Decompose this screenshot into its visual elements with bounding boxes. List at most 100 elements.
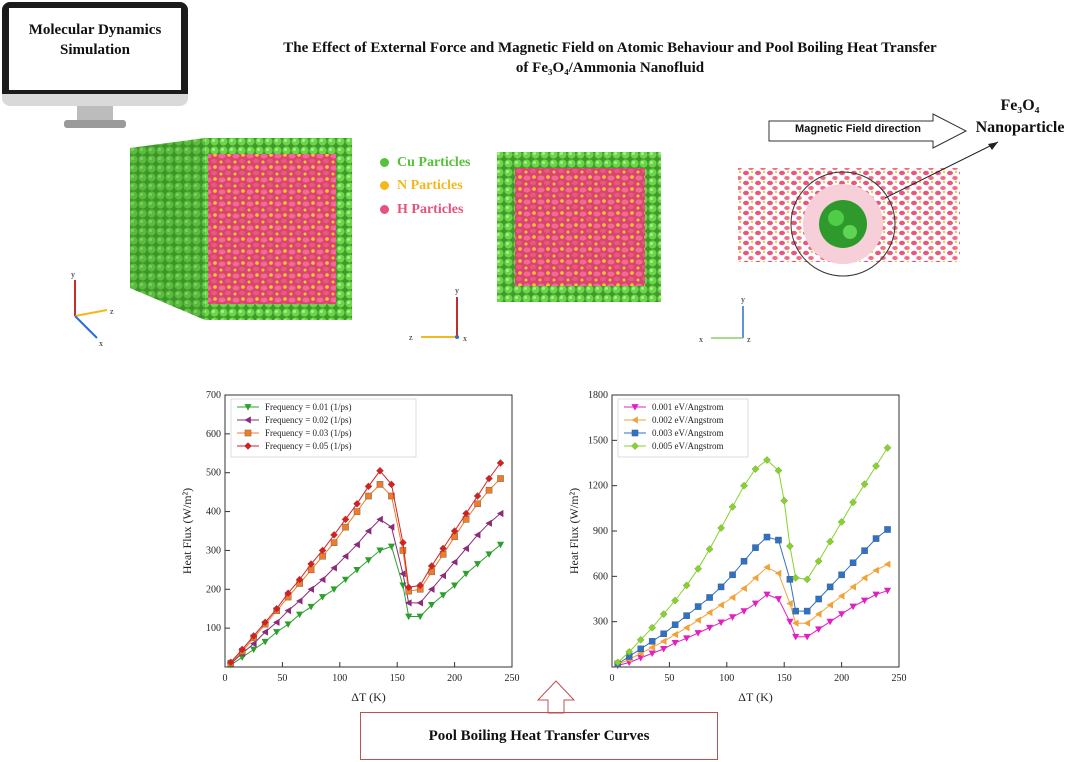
legend-marker [631,404,639,411]
heat-flux-force-chart: 0 50 100 150 200 250 300 600 900 1200 1500 1800 ΔT (… [567,390,907,704]
data-point [496,459,505,467]
data-point [485,551,493,558]
data-point [740,608,748,615]
data-point [318,575,326,584]
data-point [284,621,292,628]
x-tick-label: 0 [610,673,615,684]
data-point [791,574,800,582]
data-point [659,610,668,618]
data-point [405,599,412,607]
data-point [330,531,338,539]
data-point [694,564,702,573]
data-point [439,544,447,553]
y-tick-label: 100 [206,623,221,634]
y-tick-label: 500 [206,468,221,479]
data-point [273,629,281,636]
legend-label: Frequency = 0.03 (1/ps) [265,428,352,438]
data-point [342,523,349,531]
data-point [473,492,482,500]
title-line2: of Fe₃O₄/Ammonia Nanofluid [515,60,705,76]
y-tick-label: 200 [206,584,221,595]
nanoparticle-label: Fe₃O₄ Nanoparticle [970,95,1070,139]
axis1-z-label: z [110,307,114,316]
data-point [717,619,725,627]
data-point [387,543,396,551]
data-point [261,618,269,627]
data-point [451,582,459,589]
monitor-bezel [2,94,188,106]
data-point [751,465,760,473]
data-point [473,561,482,568]
monitor-caption: Molecular Dynamics Simulation [9,20,181,60]
series-line [230,513,501,665]
data-point [872,566,879,574]
data-point [296,597,303,605]
axis1-x-label: x [99,339,103,348]
data-point [330,586,338,593]
data-point [660,645,668,653]
series-line [230,544,501,666]
data-point [226,658,235,667]
data-point [637,645,644,653]
data-point [763,456,771,464]
data-point [786,576,794,583]
data-point [763,533,771,541]
x-axis-label: ΔT (K) [351,690,386,704]
monitor-display [9,8,181,90]
data-point [353,566,361,574]
series-group [227,541,505,669]
legend-marker [244,416,251,424]
monitor-caption-line2: Simulation [59,42,131,58]
data-point [814,557,823,566]
y-axis-label: Heat Flux (W/m²) [567,488,581,574]
data-point [376,547,384,555]
data-point [399,570,406,578]
axis1-y-label: y [71,270,75,279]
legend-frame [617,398,749,458]
h-dot-icon [380,205,389,215]
x-tick-label: 50 [664,673,674,684]
data-point [428,585,435,593]
data-point [792,619,799,627]
data-point [838,571,845,579]
data-point [307,585,314,593]
data-point [284,589,292,597]
data-point [365,492,372,500]
data-point [683,635,691,642]
data-point [815,595,822,603]
data-point [717,583,725,591]
data-point [671,621,679,628]
data-point [826,537,834,546]
simulation-box-3d [130,138,352,320]
data-point [399,538,407,547]
data-point [803,575,811,584]
x-tick-label: 150 [777,673,792,684]
data-point [849,559,857,566]
data-point [705,609,713,617]
monitor-base [64,120,126,128]
data-point [250,640,257,648]
y-tick-label: 1200 [588,481,608,492]
heat-flux-frequency-chart: 0 50 100 150 200 250 100 200 300 400 500 600 700 ΔT (… [180,390,520,704]
axes-triad-3: y x z [699,295,751,344]
data-point [341,552,349,560]
data-point [751,600,760,608]
series-group [227,475,504,667]
data-point [837,518,846,526]
data-point [295,575,304,584]
data-point [872,535,880,542]
x-tick-label: 200 [834,673,849,684]
series-line [617,590,888,666]
magnetic-field-label: Magnetic Field direction [795,123,921,135]
pool-boiling-label: Pool Boiling Heat Transfer Curves [428,728,650,744]
data-point [496,509,504,518]
data-point [728,614,737,621]
data-point [427,562,436,570]
data-point [815,610,822,618]
data-point [485,486,493,494]
data-point [815,626,823,633]
data-point [792,607,799,615]
series-group [614,587,892,670]
data-point [838,611,846,618]
y-tick-label: 1800 [588,390,608,401]
